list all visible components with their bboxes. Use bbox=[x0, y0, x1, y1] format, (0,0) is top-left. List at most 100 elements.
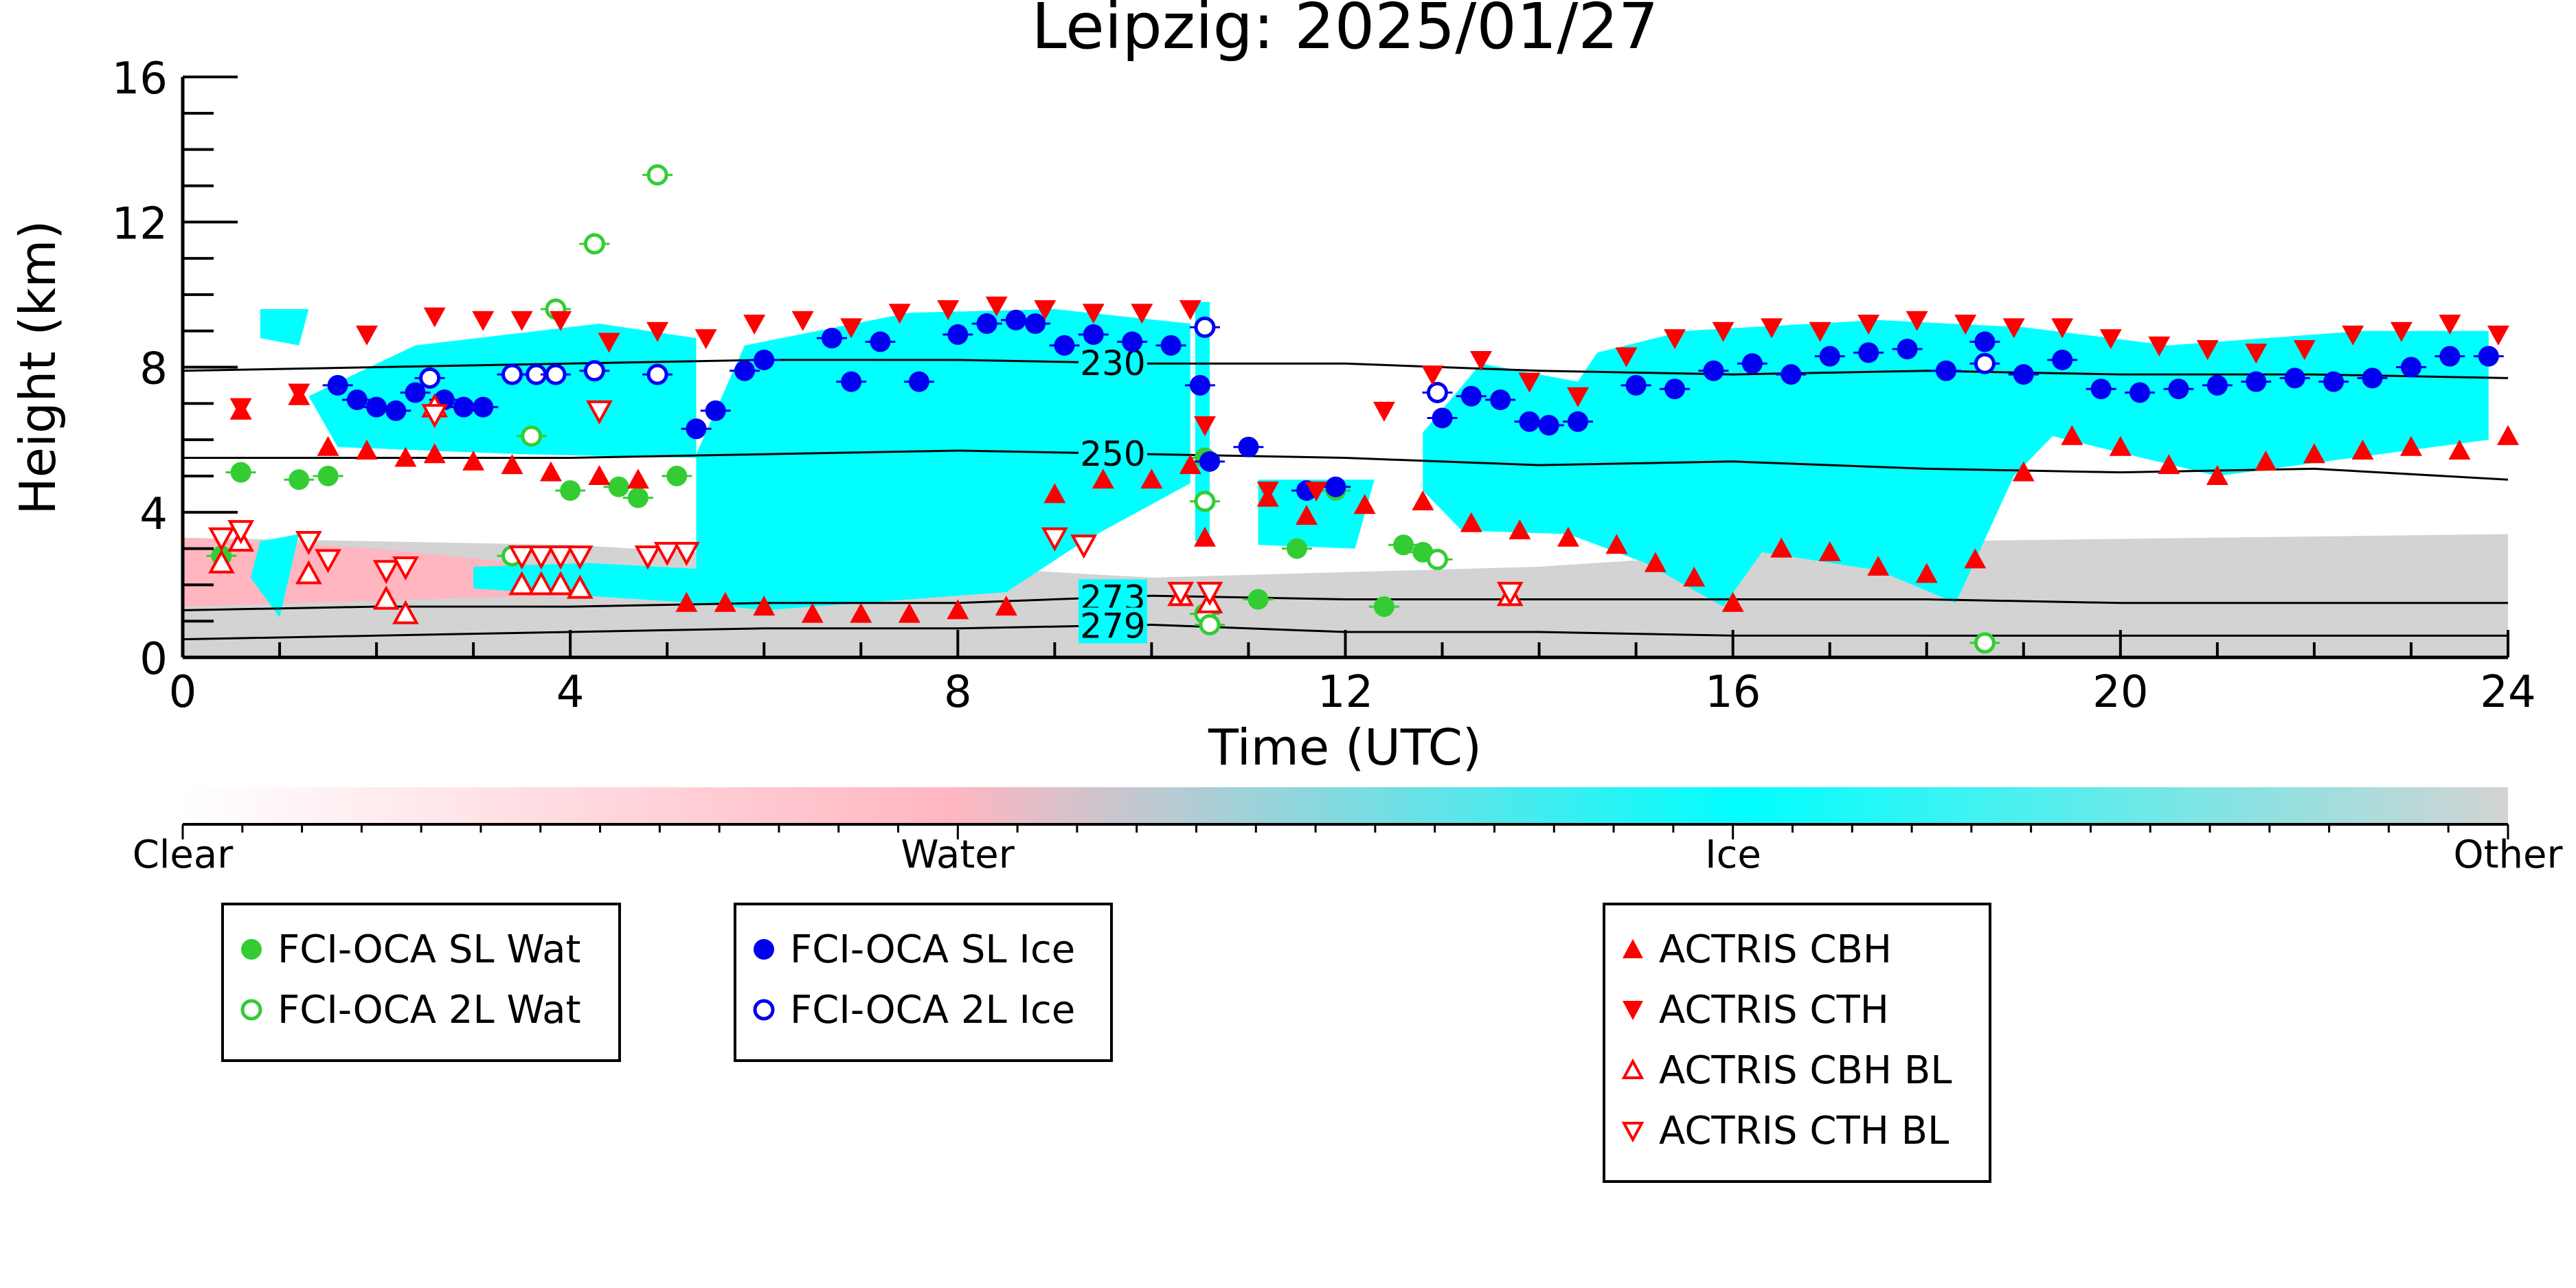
data-point bbox=[528, 571, 555, 596]
cloud-region bbox=[250, 534, 300, 618]
data-point bbox=[1818, 541, 1841, 561]
data-point bbox=[295, 531, 322, 556]
data-point bbox=[583, 233, 605, 255]
data-point bbox=[1167, 581, 1195, 607]
data-point bbox=[1199, 613, 1221, 635]
legend-item-2l-wat: FCI-OCA 2L Wat bbox=[224, 980, 618, 1040]
data-point bbox=[666, 465, 688, 486]
data-point bbox=[385, 400, 407, 421]
data-point bbox=[1238, 436, 1259, 457]
data-point bbox=[754, 349, 775, 370]
data-point bbox=[473, 396, 494, 418]
data-point bbox=[315, 549, 341, 574]
data-point bbox=[2013, 364, 2034, 385]
data-point bbox=[1897, 339, 1918, 360]
data-point bbox=[528, 545, 555, 570]
data-point bbox=[2439, 315, 2461, 335]
data-markers bbox=[206, 164, 2519, 654]
y-tick-label: 4 bbox=[139, 489, 168, 540]
data-point bbox=[1490, 389, 1511, 411]
data-point bbox=[734, 360, 756, 381]
data-point bbox=[501, 454, 523, 475]
data-point bbox=[870, 331, 891, 352]
data-point bbox=[508, 571, 536, 596]
data-point bbox=[1615, 347, 1638, 368]
data-point bbox=[1043, 483, 1066, 504]
legend-label: FCI-OCA 2L Ice bbox=[790, 987, 1076, 1032]
data-point bbox=[947, 324, 969, 345]
data-point bbox=[1858, 342, 1879, 363]
data-point bbox=[1664, 329, 1686, 350]
x-axis-label: Time (UTC) bbox=[1208, 719, 1482, 776]
data-point bbox=[1199, 451, 1221, 472]
data-point bbox=[1196, 581, 1223, 607]
data-point bbox=[1426, 381, 1448, 403]
data-point bbox=[2399, 436, 2422, 456]
data-point bbox=[1781, 364, 1802, 385]
data-point bbox=[1519, 411, 1540, 432]
data-point bbox=[743, 315, 766, 335]
data-point bbox=[2158, 454, 2180, 475]
data-point bbox=[583, 360, 605, 382]
data-point bbox=[2497, 425, 2519, 445]
data-point bbox=[295, 560, 322, 585]
data-point bbox=[888, 304, 911, 324]
data-point bbox=[1974, 352, 1996, 374]
data-point bbox=[421, 404, 449, 429]
data-point bbox=[1296, 505, 1318, 526]
data-point bbox=[1193, 416, 1216, 436]
data-point bbox=[634, 545, 662, 570]
data-point bbox=[2255, 450, 2277, 471]
data-point bbox=[392, 556, 419, 581]
data-point bbox=[355, 325, 378, 346]
data-point bbox=[346, 389, 368, 411]
data-point bbox=[2099, 329, 2122, 350]
legend-item-sl-wat: FCI-OCA SL Wat bbox=[224, 919, 618, 980]
contour-line bbox=[183, 449, 2508, 481]
data-point bbox=[1193, 526, 1216, 547]
data-point bbox=[2206, 374, 2228, 396]
data-point bbox=[646, 363, 668, 385]
data-point bbox=[937, 300, 960, 320]
data-point bbox=[947, 599, 969, 620]
data-point bbox=[1469, 350, 1492, 371]
data-point bbox=[545, 363, 567, 385]
data-point bbox=[2052, 349, 2073, 370]
data-point bbox=[1770, 537, 1793, 558]
data-point bbox=[1857, 315, 1880, 335]
data-point bbox=[423, 443, 446, 464]
data-point bbox=[653, 541, 681, 566]
data-point bbox=[1353, 494, 1376, 515]
data-point bbox=[1140, 468, 1163, 489]
triangle-down-icon bbox=[1623, 1001, 1643, 1020]
data-point bbox=[2390, 321, 2413, 342]
data-point bbox=[1683, 566, 1706, 587]
legend-item-cbh: ACTRIS CBH bbox=[1605, 919, 1989, 980]
data-point bbox=[1509, 519, 1531, 540]
data-point bbox=[1070, 534, 1098, 559]
series-actris-cth-bl bbox=[208, 400, 1524, 607]
data-point bbox=[1426, 548, 1448, 570]
y-tick-label: 16 bbox=[112, 54, 168, 104]
data-point bbox=[801, 602, 824, 623]
data-point bbox=[2148, 336, 2171, 357]
legend-label: ACTRIS CTH bbox=[1659, 987, 1889, 1032]
series-fci-oca-sl-ice bbox=[322, 309, 2504, 501]
data-point bbox=[1325, 476, 1346, 497]
data-point bbox=[626, 468, 649, 489]
data-point bbox=[1964, 548, 1987, 569]
data-point bbox=[1721, 591, 1744, 612]
x-tick-label: 16 bbox=[1705, 667, 1761, 718]
data-point bbox=[1712, 321, 1735, 342]
legend-label: ACTRIS CBH BL bbox=[1659, 1048, 1952, 1093]
data-point bbox=[2362, 368, 2383, 389]
data-point bbox=[2061, 425, 2083, 445]
data-point bbox=[366, 396, 387, 418]
contour-label: 279 bbox=[1080, 607, 1145, 646]
data-point bbox=[714, 591, 736, 612]
data-point bbox=[547, 571, 574, 596]
data-point bbox=[1131, 304, 1153, 324]
data-point bbox=[1935, 360, 1956, 381]
data-point bbox=[2206, 464, 2228, 485]
data-point bbox=[566, 574, 594, 599]
